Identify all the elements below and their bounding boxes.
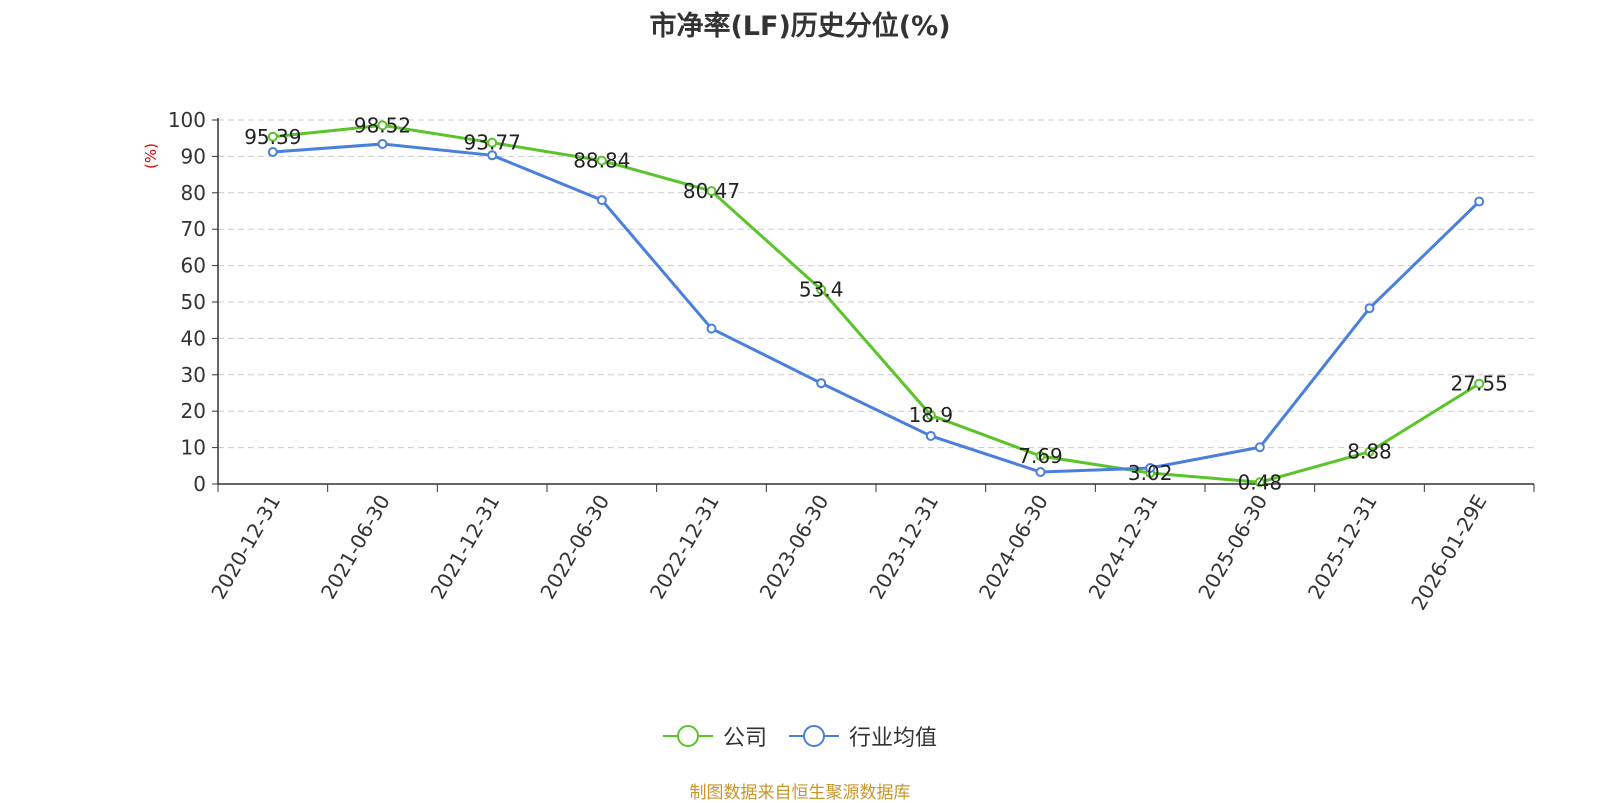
y-tick-label: 20 bbox=[181, 399, 206, 423]
data-point bbox=[1254, 442, 1265, 453]
data-point bbox=[925, 430, 936, 441]
data-point bbox=[706, 186, 717, 197]
x-tick-label: 2022-06-30 bbox=[535, 491, 614, 604]
data-label: 18.9 bbox=[909, 403, 954, 427]
data-point bbox=[1254, 477, 1265, 488]
data-label: 80.47 bbox=[683, 179, 740, 203]
data-point bbox=[596, 155, 607, 166]
x-tick-label: 2026-01-29E bbox=[1406, 491, 1491, 615]
x-tick-label: 2025-12-31 bbox=[1303, 491, 1382, 604]
series-line-0 bbox=[272, 123, 1480, 484]
data-point bbox=[377, 120, 388, 131]
data-point bbox=[596, 195, 607, 206]
x-tick-label: 2020-12-31 bbox=[206, 491, 285, 604]
data-label: 88.84 bbox=[573, 149, 630, 173]
y-tick-label: 10 bbox=[181, 436, 206, 460]
data-label: 93.77 bbox=[464, 131, 521, 155]
x-tick-label: 2022-12-31 bbox=[645, 491, 724, 604]
data-point bbox=[816, 378, 827, 389]
y-tick-label: 90 bbox=[181, 144, 206, 168]
axes: 0 10 20 30 40 50 60 70 80 90 100 (%) 2020-12-31 2021-… bbox=[142, 108, 1535, 615]
data-point bbox=[487, 137, 498, 148]
series-line-1 bbox=[272, 142, 1481, 474]
data-label: 3.02 bbox=[1128, 461, 1173, 485]
y-tick-label: 50 bbox=[181, 290, 206, 314]
data-label: 98.52 bbox=[354, 113, 411, 137]
data-point bbox=[1035, 451, 1046, 462]
y-tick-label: 80 bbox=[181, 181, 206, 205]
source-note: 制图数据来自恒生聚源数据库 bbox=[689, 783, 911, 803]
legend: 公司 行业均值 bbox=[0, 720, 1600, 752]
data-label: 95.39 bbox=[244, 125, 301, 149]
legend-industry-marker bbox=[789, 725, 839, 747]
data-point bbox=[377, 139, 388, 150]
x-tick-label: 2024-12-31 bbox=[1084, 491, 1163, 604]
grid-lines bbox=[218, 119, 1534, 449]
y-tick-label: 60 bbox=[181, 254, 206, 278]
x-tick-label: 2021-12-31 bbox=[426, 490, 505, 603]
legend-industry-label: 行业均值 bbox=[849, 726, 938, 751]
legend-company-marker bbox=[662, 725, 713, 747]
y-tick-label: 30 bbox=[181, 363, 206, 387]
data-label: 27.55 bbox=[1451, 372, 1508, 396]
x-tick-label: 2025-06-30 bbox=[1193, 491, 1272, 604]
legend-item-company[interactable]: 公司 bbox=[662, 720, 767, 752]
data-point bbox=[1145, 462, 1156, 473]
data-label: 0.48 bbox=[1238, 470, 1283, 494]
data-point bbox=[706, 323, 717, 334]
data-point bbox=[816, 284, 827, 295]
data-point bbox=[1035, 466, 1046, 477]
y-axis-unit-label: (%) bbox=[142, 143, 160, 169]
data-point bbox=[267, 131, 278, 142]
data-point bbox=[925, 410, 936, 421]
x-tick-label: 2021-06-30 bbox=[316, 491, 395, 604]
data-point bbox=[267, 147, 278, 158]
chart-title: 市净率(LF)历史分位(%) bbox=[649, 11, 951, 42]
data-label: 7.69 bbox=[1018, 444, 1063, 468]
x-tick-label: 2023-12-31 bbox=[864, 490, 943, 603]
legend-company-label: 公司 bbox=[722, 726, 767, 751]
data-point bbox=[1474, 378, 1485, 389]
data-labels: 95.39 98.52 93.77 88.84 80.47 53.4 18.9 7.69 3.0… bbox=[244, 113, 1508, 494]
series bbox=[267, 120, 1485, 488]
data-point bbox=[1364, 446, 1375, 457]
x-tick-label: 2023-06-30 bbox=[755, 491, 834, 604]
data-point bbox=[1474, 196, 1485, 207]
y-tick-label: 40 bbox=[181, 326, 206, 350]
y-tick-label: 0 bbox=[193, 472, 206, 496]
x-tick-label: 2024-06-30 bbox=[974, 491, 1053, 604]
data-label: 8.88 bbox=[1347, 440, 1392, 464]
data-label: 53.4 bbox=[799, 278, 844, 302]
data-point bbox=[1364, 303, 1375, 314]
y-tick-label: 70 bbox=[181, 217, 206, 241]
y-tick-label: 100 bbox=[168, 108, 206, 132]
data-point bbox=[487, 150, 498, 161]
legend-item-industry-average[interactable]: 行业均值 bbox=[789, 720, 937, 752]
